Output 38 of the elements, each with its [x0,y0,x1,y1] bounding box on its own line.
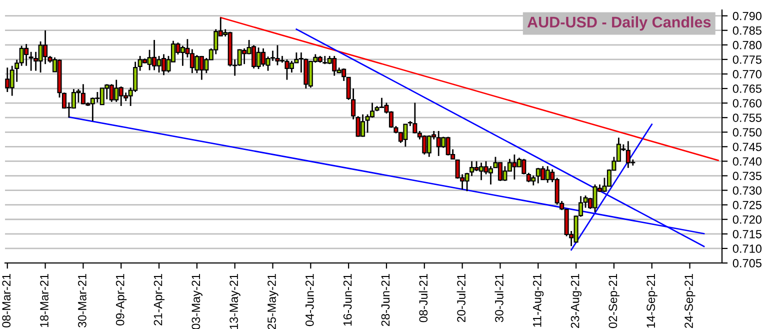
y-tick-label: 0.705 [732,259,762,268]
y-tick-label: 0.730 [732,186,762,195]
y-tick-label: 0.765 [732,84,762,93]
x-tick-label: 04-Jun-21 [305,274,314,326]
y-tick-label: 0.745 [732,142,762,152]
x-tick-label: 08-Mar-21 [2,274,11,328]
x-tick-label: 20-Jul-21 [456,274,466,322]
y-tick-label: 0.715 [732,230,762,238]
x-tick-label: 21-Apr-21 [154,274,165,326]
y-tick-label: 0.755 [732,114,762,122]
y-tick-label: 0.790 [732,12,762,20]
x-tick-label: 03-May-21 [192,274,202,329]
y-tick-label: 0.785 [732,26,762,35]
x-tick-label: 28-Jun-21 [381,274,390,326]
y-tick-label: 0.710 [732,244,762,253]
x-tick-label: 09-Apr-21 [116,274,127,326]
x-tick-label: 30-Mar-21 [78,274,86,328]
y-tick-label: 0.725 [732,200,762,210]
x-tick-label: 14-Sep-21 [646,274,658,328]
x-tick-label: 18-Mar-21 [40,274,48,327]
x-tick-label: 13-May-21 [230,274,240,329]
x-tick-label: 08-Jul-21 [418,274,428,322]
x-tick-label: 16-Jun-21 [343,274,352,326]
y-tick-label: 0.750 [732,128,762,137]
x-tick-label: 02-Sep-21 [608,274,620,328]
y-tick-label: 0.770 [732,70,762,78]
x-tick-label: 23-Aug-21 [570,274,582,328]
chart-title: AUD-USD - Daily Candles [527,16,711,31]
y-tick-label: 0.735 [732,172,762,180]
y-tick-label: 0.720 [732,215,762,224]
y-tick-label: 0.780 [732,40,762,50]
x-tick-label: 24-Sep-21 [684,274,696,328]
x-tick-label: 25-May-21 [268,274,278,329]
x-tick-label: 30-Jul-21 [494,274,504,322]
x-tick-label: 11-Aug-21 [532,274,544,327]
y-tick-label: 0.775 [732,55,762,64]
y-tick-label: 0.760 [732,99,762,108]
y-tick-label: 0.740 [732,157,762,166]
